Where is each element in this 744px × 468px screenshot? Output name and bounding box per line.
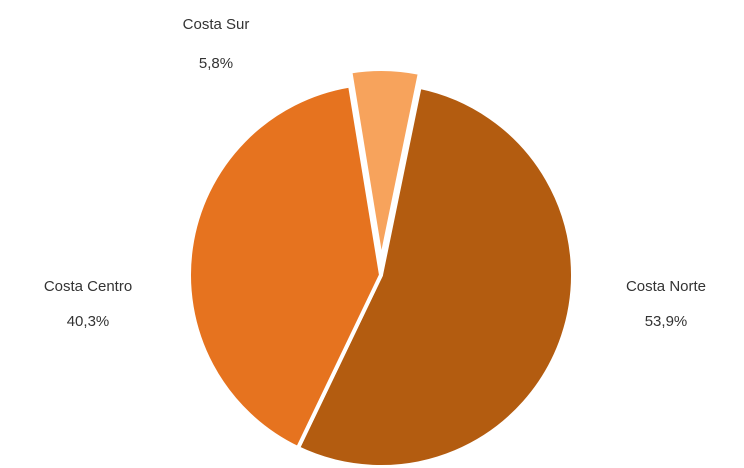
slice-label-costa-sur: Costa Sur — [183, 16, 250, 33]
pie-slice-costa-centro — [187, 83, 383, 451]
pie-slice-costa-sur — [348, 67, 422, 264]
pie-slices — [187, 67, 575, 468]
pie-slice-costa-norte — [295, 84, 575, 468]
slice-value-costa-sur: 5,8% — [199, 55, 233, 72]
slice-label-costa-norte: Costa Norte — [626, 278, 706, 295]
slice-value-costa-norte: 53,9% — [645, 313, 688, 330]
slice-label-costa-centro: Costa Centro — [44, 278, 132, 295]
slice-value-costa-centro: 40,3% — [67, 313, 110, 330]
